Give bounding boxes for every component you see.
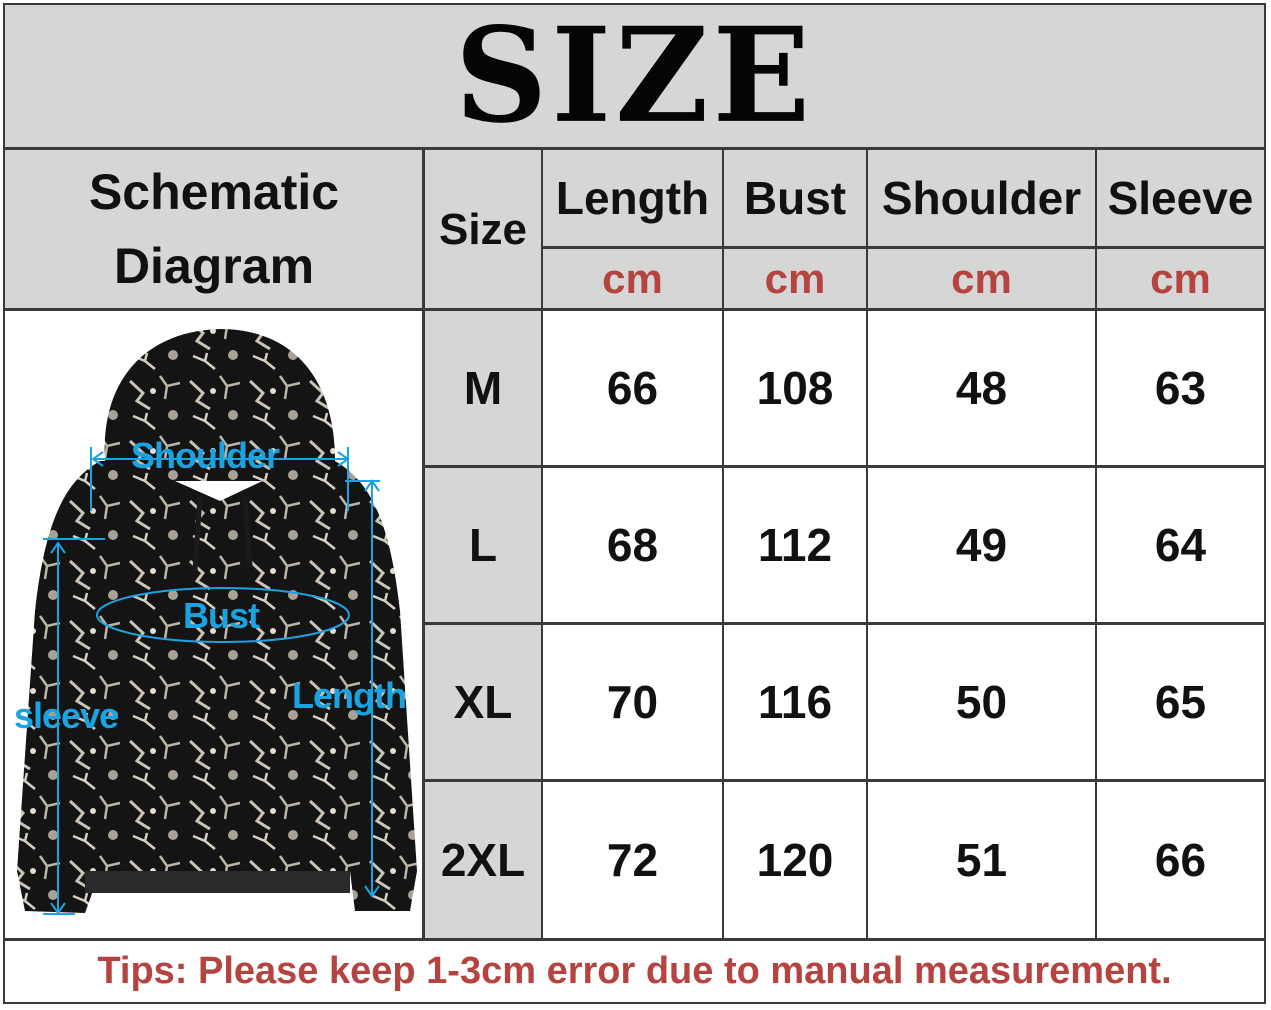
shoulder-label: Shoulder bbox=[131, 435, 280, 476]
table-cell-m-sleeve: 63 bbox=[1097, 311, 1264, 465]
bust-header: Bust bbox=[724, 150, 866, 246]
schematic-header-line1: Schematic bbox=[88, 164, 340, 220]
schematic-header-line2: Diagram bbox=[113, 238, 315, 294]
body-shape bbox=[17, 461, 417, 913]
title-banner: SIZE bbox=[5, 5, 1264, 150]
grid-line bbox=[866, 150, 868, 938]
table-cell-m-length: 66 bbox=[543, 311, 722, 465]
table-cell-2xl-shoulder: 51 bbox=[868, 782, 1095, 938]
size-cell-l: L bbox=[425, 468, 541, 622]
size-chart-frame bbox=[3, 3, 1266, 1004]
measurement-lines bbox=[43, 447, 380, 915]
bust-unit: cm bbox=[724, 249, 866, 308]
size-cell-xl: XL bbox=[425, 625, 541, 779]
table-cell-l-length: 68 bbox=[543, 468, 722, 622]
size-cell-2xl: 2XL bbox=[425, 782, 541, 938]
hem-band bbox=[85, 871, 350, 893]
table-cell-2xl-bust: 120 bbox=[724, 782, 866, 938]
sleeve-label: sleeve bbox=[14, 695, 119, 736]
table-cell-m-bust: 108 bbox=[724, 311, 866, 465]
grid-line bbox=[423, 779, 1264, 782]
shoulder-unit: cm bbox=[868, 249, 1095, 308]
drawstring-right bbox=[242, 495, 253, 567]
grid-line bbox=[5, 938, 1264, 941]
grid-line bbox=[722, 150, 724, 938]
grid-line bbox=[423, 465, 1264, 468]
sleeve-unit: cm bbox=[1097, 249, 1264, 308]
shoulder-header: Shoulder bbox=[868, 150, 1095, 246]
grid-line bbox=[5, 308, 1264, 311]
table-cell-xl-length: 70 bbox=[543, 625, 722, 779]
table-cell-xl-bust: 116 bbox=[724, 625, 866, 779]
table-cell-2xl-sleeve: 66 bbox=[1097, 782, 1264, 938]
tips-note: Tips: Please keep 1-3cm error due to man… bbox=[97, 949, 1172, 992]
grid-line bbox=[422, 150, 425, 938]
length-unit: cm bbox=[543, 249, 722, 308]
schematic-diagram-header: Schematic Diagram bbox=[5, 150, 423, 308]
table-cell-l-shoulder: 49 bbox=[868, 468, 1095, 622]
table-cell-l-bust: 112 bbox=[724, 468, 866, 622]
size-header: Size bbox=[425, 150, 541, 308]
sleeve-header: Sleeve bbox=[1097, 150, 1264, 246]
hoodie-diagram: Shoulder Bust sleeve Length bbox=[5, 311, 422, 938]
hoodie-illustration bbox=[17, 329, 417, 915]
length-header: Length bbox=[543, 150, 722, 246]
size-cell-m: M bbox=[425, 311, 541, 465]
table-cell-xl-shoulder: 50 bbox=[868, 625, 1095, 779]
bust-label: Bust bbox=[183, 595, 260, 636]
table-cell-xl-sleeve: 65 bbox=[1097, 625, 1264, 779]
length-label: Length bbox=[292, 675, 407, 716]
grid-line bbox=[423, 622, 1264, 625]
grid-line bbox=[541, 150, 543, 938]
grid-line bbox=[1095, 150, 1097, 938]
drawstring-left bbox=[192, 495, 203, 572]
page-title: SIZE bbox=[454, 0, 815, 153]
table-cell-m-shoulder: 48 bbox=[868, 311, 1095, 465]
table-cell-2xl-length: 72 bbox=[543, 782, 722, 938]
hood-shape bbox=[104, 329, 335, 481]
table-cell-l-sleeve: 64 bbox=[1097, 468, 1264, 622]
grid-line bbox=[543, 246, 1264, 249]
